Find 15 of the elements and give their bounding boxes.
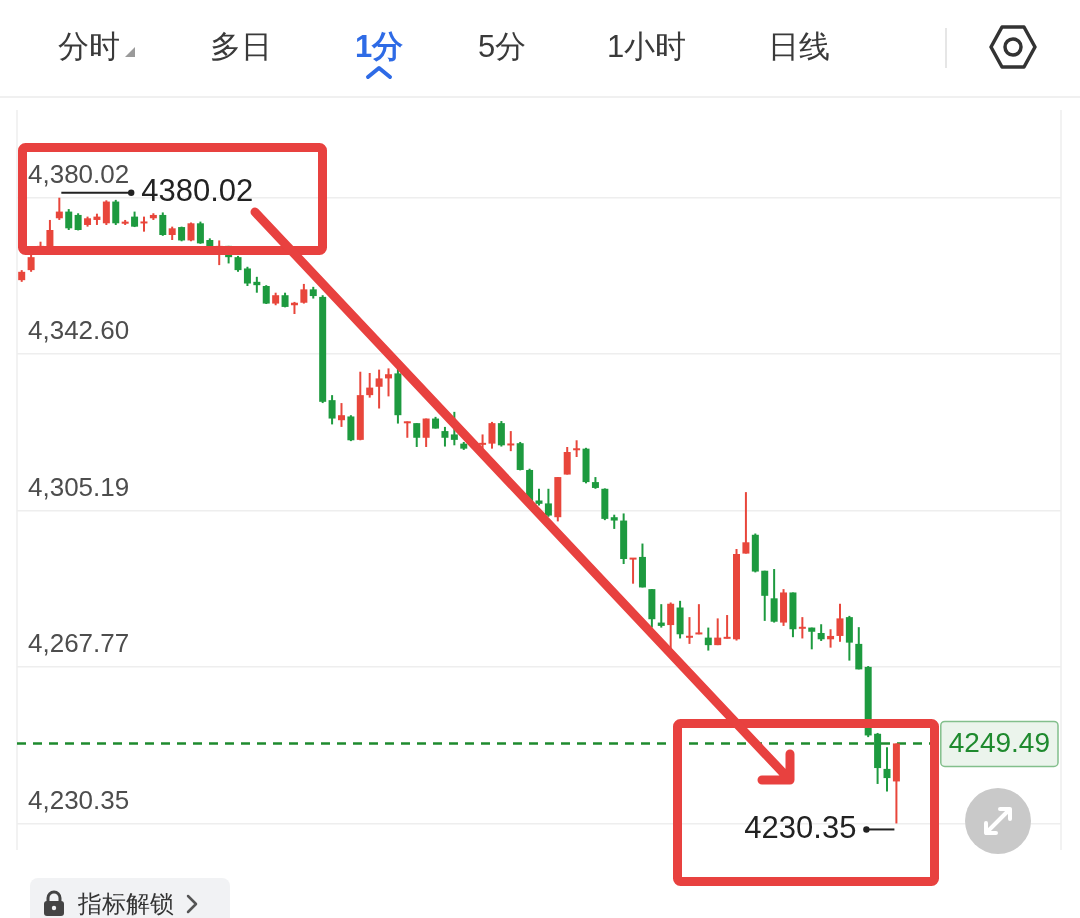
y-tick-label: 4,305.19 <box>28 471 130 502</box>
text: 1小时 <box>607 28 687 66</box>
y-tick-label: 4,342.60 <box>28 315 130 346</box>
text: 多日 <box>210 28 272 66</box>
y-tick-label: 4,230.35 <box>28 784 130 815</box>
annotation: 4380.02 <box>141 173 254 209</box>
text: 1分 <box>355 28 404 66</box>
text: 日线 <box>768 28 830 66</box>
button: 指标解锁 <box>30 878 230 918</box>
ref-line-label: 4249.49 <box>948 727 1050 759</box>
text: 5分 <box>478 28 527 66</box>
text: 分时 <box>58 28 120 66</box>
y-tick-label: 4,267.77 <box>28 628 130 659</box>
y-tick-label: 4,380.02 <box>28 158 130 189</box>
annotation: 4230.35 <box>744 810 857 845</box>
